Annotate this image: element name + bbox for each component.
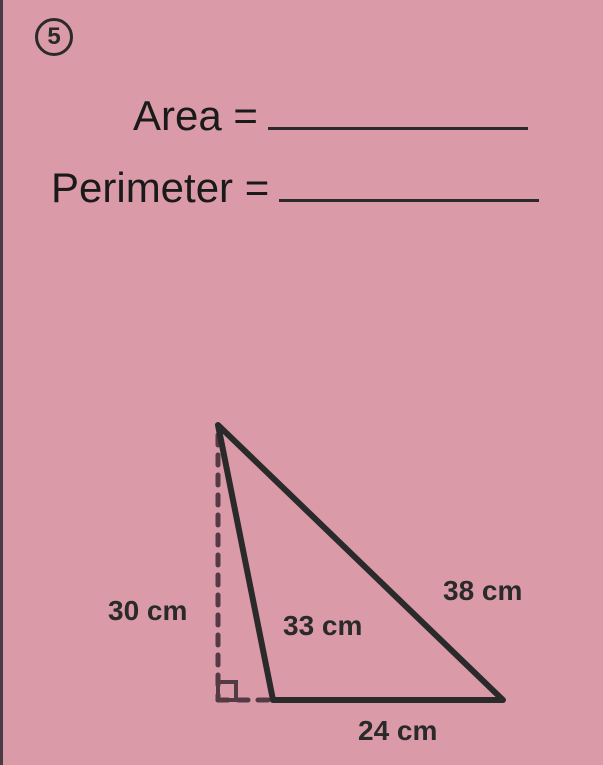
triangle-figure: 30 cm 33 cm 38 cm 24 cm bbox=[103, 420, 543, 730]
perimeter-label: Perimeter = bbox=[51, 164, 269, 212]
area-blank bbox=[268, 88, 528, 130]
perimeter-blank bbox=[279, 160, 539, 202]
base-label: 24 cm bbox=[358, 715, 437, 747]
right-side-label: 38 cm bbox=[443, 575, 522, 607]
area-field-row: Area = bbox=[133, 88, 528, 140]
height-label: 30 cm bbox=[108, 595, 187, 627]
perimeter-field-row: Perimeter = bbox=[51, 160, 539, 212]
area-label: Area = bbox=[133, 92, 258, 140]
problem-number-badge: 5 bbox=[35, 18, 73, 56]
left-side-label: 33 cm bbox=[283, 610, 362, 642]
problem-number-text: 5 bbox=[47, 23, 60, 51]
